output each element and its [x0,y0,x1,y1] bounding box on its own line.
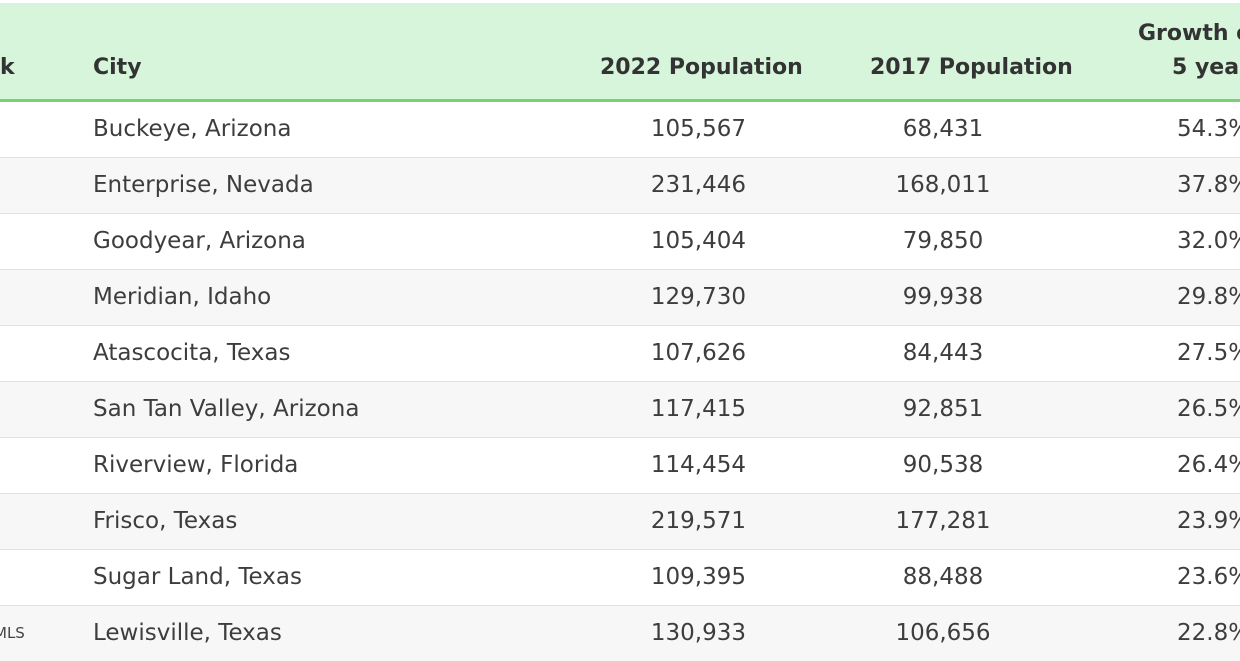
header-growth[interactable]: Growth o 5 year [1138,17,1240,85]
table-row: Riverview, Florida 114,454 90,538 26.4% [0,438,1240,494]
cell-population-2017: 168,011 [895,172,991,198]
cell-growth: 54.3% [1177,116,1240,142]
cell-city: Sugar Land, Texas [93,564,302,590]
cell-population-2017: 88,488 [902,564,984,590]
cell-population-2017: 177,281 [895,508,991,534]
header-population-2022[interactable]: 2022 Population [600,55,803,80]
table-row: Atascocita, Texas 107,626 84,443 27.5% [0,326,1240,382]
table-header: k City 2022 Population 2017 Population G… [0,3,1240,102]
cell-population-2022: 231,446 [650,172,746,198]
header-rank[interactable]: k [0,55,15,80]
cell-population-2022: 105,404 [650,228,746,254]
cell-city: Goodyear, Arizona [93,228,306,254]
cell-growth: 26.5% [1177,396,1240,422]
cell-population-2022: 130,933 [650,620,746,646]
header-population-2017[interactable]: 2017 Population [870,55,1073,80]
cell-growth: 27.5% [1177,340,1240,366]
cell-city: Atascocita, Texas [93,340,291,366]
cell-population-2017: 106,656 [895,620,991,646]
table-row: MLS Lewisville, Texas 130,933 106,656 22.8% [0,606,1240,661]
table-row: Frisco, Texas 219,571 177,281 23.9% [0,494,1240,550]
cell-population-2017: 68,431 [902,116,984,142]
cell-city: Meridian, Idaho [93,284,272,310]
table-row: Enterprise, Nevada 231,446 168,011 37.8% [0,158,1240,214]
cell-population-2022: 107,626 [650,340,746,366]
table-row: San Tan Valley, Arizona 117,415 92,851 26.5… [0,382,1240,438]
table-row: Buckeye, Arizona 105,567 68,431 54.3% [0,102,1240,158]
cell-growth: 32.0% [1177,228,1240,254]
cell-population-2017: 79,850 [902,228,984,254]
cell-population-2022: 129,730 [650,284,746,310]
cell-city: Buckeye, Arizona [93,116,292,142]
cell-population-2017: 99,938 [902,284,984,310]
header-city[interactable]: City [93,55,142,80]
cell-population-2017: 90,538 [902,452,984,478]
cell-population-2017: 84,443 [902,340,984,366]
table-row: Goodyear, Arizona 105,404 79,850 32.0% [0,214,1240,270]
cell-growth: 26.4% [1177,452,1240,478]
cell-population-2022: 114,454 [650,452,746,478]
table-body: Buckeye, Arizona 105,567 68,431 54.3% Enterp… [0,102,1240,661]
header-growth-line2: 5 year [1172,55,1240,80]
cell-growth: 37.8% [1177,172,1240,198]
cell-population-2022: 219,571 [650,508,746,534]
table-row: Sugar Land, Texas 109,395 88,488 23.6% [0,550,1240,606]
population-growth-table: k City 2022 Population 2017 Population G… [0,3,1240,661]
cell-population-2022: 109,395 [650,564,746,590]
cell-rank: MLS [0,624,25,642]
cell-growth: 23.9% [1177,508,1240,534]
cell-population-2022: 117,415 [650,396,746,422]
cell-city: Frisco, Texas [93,508,238,534]
cell-city: San Tan Valley, Arizona [93,396,360,422]
cell-growth: 23.6% [1177,564,1240,590]
cell-growth: 22.8% [1177,620,1240,646]
header-growth-line1: Growth o [1138,21,1240,46]
cell-population-2017: 92,851 [902,396,984,422]
cell-city: Enterprise, Nevada [93,172,314,198]
cell-city: Riverview, Florida [93,452,299,478]
cell-growth: 29.8% [1177,284,1240,310]
cell-city: Lewisville, Texas [93,620,282,646]
cell-population-2022: 105,567 [650,116,746,142]
table-row: Meridian, Idaho 129,730 99,938 29.8% [0,270,1240,326]
